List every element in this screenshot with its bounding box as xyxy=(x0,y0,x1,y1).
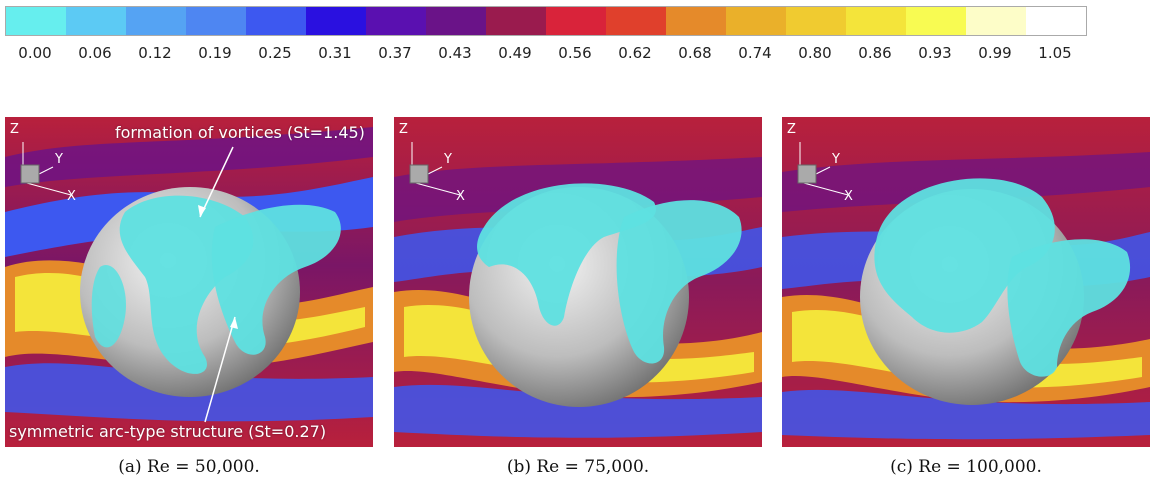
colorbar-swatch xyxy=(66,7,126,35)
axis-y-label: Y xyxy=(444,152,452,167)
panel-c-image xyxy=(782,117,1150,447)
panel-c: Z Y X xyxy=(782,117,1150,447)
axis-z-label: Z xyxy=(399,122,408,137)
colorbar-swatch xyxy=(846,7,906,35)
colorbar-tick-label: 1.05 xyxy=(1038,44,1072,62)
colorbar-swatch xyxy=(426,7,486,35)
caption-panel-c: (c) Re = 100,000. xyxy=(890,457,1042,477)
colorbar-tick-label: 0.06 xyxy=(78,44,112,62)
colorbar-swatch xyxy=(966,7,1026,35)
colorbar-tick-label: 0.93 xyxy=(918,44,952,62)
panel-b-image xyxy=(394,117,762,447)
axis-z-label: Z xyxy=(787,122,796,137)
colorbar-tick-label: 0.49 xyxy=(498,44,532,62)
colorbar-swatch xyxy=(306,7,366,35)
colorbar-tick-label: 0.62 xyxy=(618,44,652,62)
colorbar-swatch xyxy=(606,7,666,35)
axis-y-label: Y xyxy=(55,152,63,167)
colorbar-swatch xyxy=(126,7,186,35)
colorbar: 0.00 0.06 0.12 0.19 0.25 0.31 0.37 0.43 0.49 0.56… xyxy=(0,0,1150,70)
colorbar-swatch xyxy=(366,7,426,35)
colorbar-tick-label: 0.12 xyxy=(138,44,172,62)
colorbar-tick-label: 0.74 xyxy=(738,44,772,62)
panel-a: Z Y X formation of vortices (St=1.45) sy… xyxy=(5,117,373,447)
colorbar-swatch xyxy=(6,7,66,35)
annotation-arrows xyxy=(198,146,238,423)
colorbar-tick-label: 0.37 xyxy=(378,44,412,62)
colorbar-tick-label: 0.00 xyxy=(18,44,52,62)
axis-x-label: X xyxy=(844,189,853,204)
colorbar-tick-label: 0.19 xyxy=(198,44,232,62)
colorbar-swatch xyxy=(1026,7,1086,35)
caption-panel-b: (b) Re = 75,000. xyxy=(506,457,650,477)
colorbar-tick-label: 0.25 xyxy=(258,44,292,62)
colorbar-swatch xyxy=(906,7,966,35)
panel-a-image xyxy=(5,117,373,447)
colorbar-swatch xyxy=(186,7,246,35)
colorbar-swatch xyxy=(726,7,786,35)
colorbar-swatches xyxy=(5,6,1087,36)
colorbar-tick-label: 0.31 xyxy=(318,44,352,62)
axis-triad-icon xyxy=(20,142,72,196)
colorbar-ticks: 0.00 0.06 0.12 0.19 0.25 0.31 0.37 0.43 0.49 0.56… xyxy=(0,44,1150,64)
axis-y-label: Y xyxy=(832,152,840,167)
colorbar-swatch xyxy=(246,7,306,35)
panel-b: Z Y X xyxy=(394,117,762,447)
annotation-symmetric-arc: symmetric arc-type structure (St=0.27) xyxy=(9,422,327,441)
colorbar-tick-label: 0.43 xyxy=(438,44,472,62)
colorbar-swatch xyxy=(786,7,846,35)
colorbar-tick-label: 0.80 xyxy=(798,44,832,62)
axis-x-label: X xyxy=(456,189,465,204)
colorbar-tick-label: 0.56 xyxy=(558,44,592,62)
caption-panel-a: (a) Re = 50,000. xyxy=(118,457,260,477)
colorbar-tick-label: 0.99 xyxy=(978,44,1012,62)
colorbar-swatch xyxy=(666,7,726,35)
annotation-formation-of-vortices: formation of vortices (St=1.45) xyxy=(115,123,365,142)
axis-z-label: Z xyxy=(10,122,19,137)
axis-triad-icon xyxy=(409,142,461,196)
colorbar-tick-label: 0.86 xyxy=(858,44,892,62)
colorbar-tick-label: 0.68 xyxy=(678,44,712,62)
axis-x-label: X xyxy=(67,189,76,204)
colorbar-swatch xyxy=(486,7,546,35)
colorbar-swatch xyxy=(546,7,606,35)
axis-triad-icon xyxy=(797,142,849,196)
